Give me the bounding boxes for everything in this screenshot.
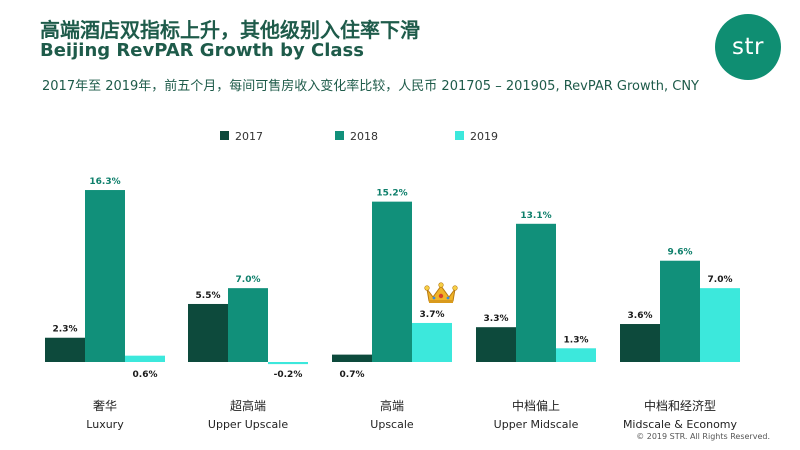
data-label-2017-3: 3.3% bbox=[484, 314, 509, 324]
bar-2019-2 bbox=[412, 322, 452, 362]
bar-2018-2 bbox=[372, 201, 412, 362]
data-label-2019-1: -0.2% bbox=[274, 370, 303, 380]
legend-swatch-2018 bbox=[335, 131, 344, 140]
bar-2017-2 bbox=[332, 354, 372, 362]
category-label-zh-1: 超高端 bbox=[230, 398, 266, 413]
data-label-2019-2: 3.7% bbox=[420, 310, 445, 320]
legend-swatch-2017 bbox=[220, 131, 229, 140]
data-label-2018-0: 16.3% bbox=[89, 177, 120, 187]
bar-2018-4 bbox=[660, 260, 700, 362]
logo-text: str bbox=[732, 34, 764, 60]
bar-2017-3 bbox=[476, 327, 516, 362]
category-label-en-4: Midscale & Economy bbox=[623, 418, 738, 431]
category-label-en-2: Upscale bbox=[370, 418, 414, 431]
bar-2019-4 bbox=[700, 288, 740, 362]
category-label-zh-4: 中档和经济型 bbox=[644, 398, 716, 413]
data-label-2017-1: 5.5% bbox=[196, 291, 221, 301]
data-label-2017-0: 2.3% bbox=[53, 325, 78, 335]
legend-swatch-2019 bbox=[455, 131, 464, 140]
data-label-2018-2: 15.2% bbox=[376, 189, 407, 199]
category-label-en-3: Upper Midscale bbox=[494, 418, 579, 431]
data-label-2019-3: 1.3% bbox=[564, 335, 589, 345]
crown-icon bbox=[424, 282, 458, 303]
data-label-2017-4: 3.6% bbox=[628, 311, 653, 321]
data-label-2018-3: 13.1% bbox=[520, 211, 551, 221]
legend-label-2017: 2017 bbox=[235, 130, 263, 143]
str-logo: str bbox=[715, 14, 781, 80]
bar-2019-3 bbox=[556, 348, 596, 362]
data-label-2018-4: 9.6% bbox=[668, 248, 693, 258]
bar-2018-3 bbox=[516, 223, 556, 362]
bar-2019-1 bbox=[268, 362, 308, 365]
legend-label-2019: 2019 bbox=[470, 130, 498, 143]
bar-2019-0 bbox=[125, 355, 165, 362]
page-title-zh: 高端酒店双指标上升，其他级别入住率下滑 bbox=[40, 18, 420, 42]
category-label-en-0: Luxury bbox=[86, 418, 124, 431]
data-label-2019-4: 7.0% bbox=[708, 275, 733, 285]
data-label-2019-0: 0.6% bbox=[133, 370, 158, 380]
bar-2017-1 bbox=[188, 303, 228, 362]
copyright-text: © 2019 STR. All Rights Reserved. bbox=[636, 432, 770, 441]
legend-label-2018: 2018 bbox=[350, 130, 378, 143]
category-label-zh-2: 高端 bbox=[380, 398, 404, 413]
page-title-en: Beijing RevPAR Growth by Class bbox=[40, 40, 364, 61]
bar-2017-0 bbox=[45, 337, 85, 362]
category-label-zh-3: 中档偏上 bbox=[512, 398, 560, 413]
bar-2017-4 bbox=[620, 324, 660, 362]
bar-2018-0 bbox=[85, 190, 125, 362]
data-label-2017-2: 0.7% bbox=[340, 370, 365, 380]
data-label-2018-1: 7.0% bbox=[236, 275, 261, 285]
category-label-zh-0: 奢华 bbox=[93, 399, 117, 413]
category-label-en-1: Upper Upscale bbox=[208, 418, 288, 431]
bar-2018-1 bbox=[228, 288, 268, 362]
page-subtitle: 2017年至 2019年，前五个月，每间可售房收入变化率比较，人民币 20170… bbox=[42, 79, 699, 94]
